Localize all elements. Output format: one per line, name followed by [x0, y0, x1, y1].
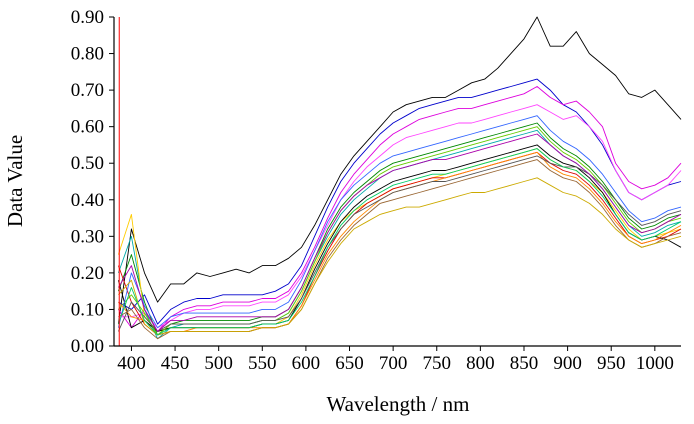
y-tick-label: 0.10: [71, 299, 104, 320]
series-line-5: [117, 122, 682, 336]
series-line-3: [118, 86, 682, 332]
series-line-1: [117, 16, 682, 325]
y-tick-label: 0.80: [71, 44, 104, 65]
x-tick-label: 1000: [636, 353, 674, 374]
y-tick-label: 0.50: [71, 153, 104, 174]
x-tick-label: 600: [292, 353, 321, 374]
series-line-11: [117, 115, 682, 329]
y-tick-label: 0.20: [71, 263, 104, 284]
y-axis-title: Data Value: [3, 135, 27, 227]
series-line-4: [118, 104, 682, 329]
x-tick-label: 700: [379, 353, 408, 374]
series-line-17: [117, 148, 682, 336]
y-tick-label: 0.40: [71, 190, 104, 211]
x-tick-label: 850: [510, 353, 539, 374]
series-line-10: [118, 126, 682, 336]
series-layer: [117, 16, 682, 340]
axes-layer: [113, 17, 681, 347]
y-tick-label: 0.30: [71, 226, 104, 247]
x-tick-label: 400: [117, 353, 146, 374]
x-tick-label: 950: [597, 353, 626, 374]
series-line-16: [118, 133, 682, 332]
series-line-15: [117, 155, 682, 332]
x-tick-label: 550: [248, 353, 277, 374]
y-ticks: 0.00 0.10 0.20 0.30 0.40 0.50 0.60 0.70 0.80 0.90: [71, 7, 114, 357]
series-line-2: [118, 78, 682, 325]
x-tick-label: 650: [335, 353, 364, 374]
y-tick-label: 0.60: [71, 117, 104, 138]
y-tick-label: 0.70: [71, 80, 104, 101]
x-tick-label: 500: [204, 353, 233, 374]
x-tick-label: 800: [466, 353, 495, 374]
x-tick-label: 900: [553, 353, 582, 374]
series-line-14: [118, 177, 682, 336]
y-tick-label: 0.90: [71, 7, 104, 28]
x-axis-title: Wavelength / nm: [327, 392, 470, 416]
x-tick-label: 450: [161, 353, 190, 374]
x-tick-label: 750: [423, 353, 452, 374]
x-ticks: 400 450 500 550 600 650 700 750 800 850 900 950 1000: [117, 346, 674, 374]
y-tick-label: 0.00: [71, 336, 104, 357]
series-line-9: [117, 144, 682, 332]
series-line-7: [117, 148, 682, 332]
